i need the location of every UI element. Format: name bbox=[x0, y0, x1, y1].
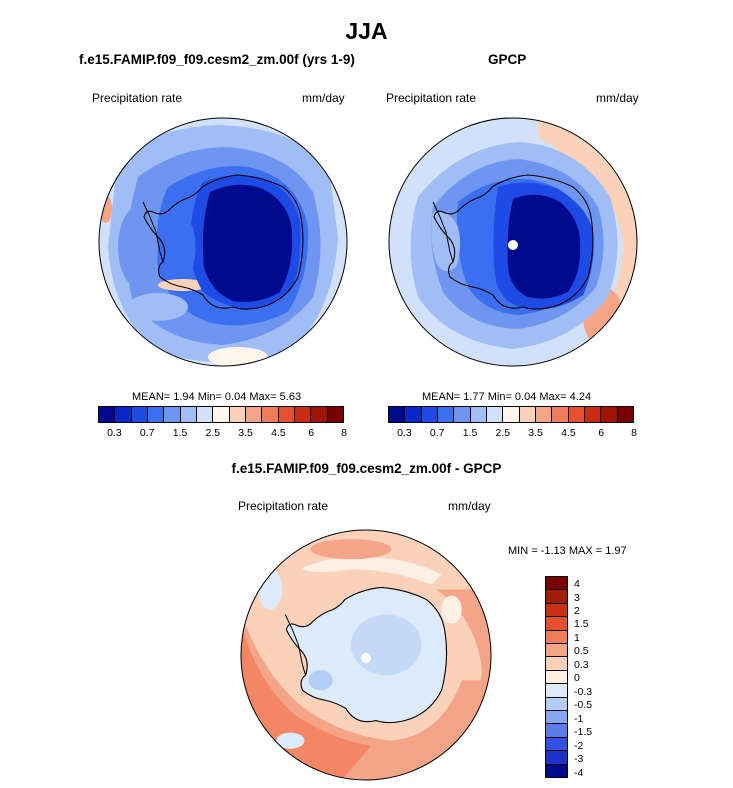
figure-title: JJA bbox=[345, 18, 388, 44]
colorbar-swatch bbox=[115, 407, 132, 422]
colorbar-swatch bbox=[454, 407, 471, 422]
colorbar-tick-label: 4.5 bbox=[271, 427, 286, 439]
colorbar-swatch bbox=[552, 407, 569, 422]
colorbar-swatch bbox=[213, 407, 230, 422]
colorbar-swatch bbox=[196, 407, 214, 422]
colorbar-tick-label: -1 bbox=[574, 712, 584, 725]
panel2-stats: MEAN= 1.77 Min= 0.04 Max= 4.24 bbox=[422, 391, 592, 403]
colorbar-swatch bbox=[503, 407, 520, 422]
colorbar-swatch bbox=[546, 630, 567, 645]
panel3-colorbar bbox=[545, 576, 568, 778]
colorbar-swatch bbox=[278, 407, 295, 422]
panel2-variable-label: Precipitation rate bbox=[386, 91, 477, 105]
colorbar-swatch bbox=[546, 617, 567, 631]
colorbar-swatch bbox=[546, 764, 567, 778]
colorbar-tick-label: 8 bbox=[341, 427, 347, 439]
panel2-title: GPCP bbox=[488, 52, 527, 67]
colorbar-tick-label: 0.5 bbox=[574, 645, 589, 658]
panel2-colorbar bbox=[388, 406, 634, 423]
panel1-title: f.e15.FAMIP.f09_f09.cesm2_zm.00f (yrs 1-… bbox=[79, 52, 355, 67]
colorbar-swatch bbox=[546, 603, 567, 618]
colorbar-swatch bbox=[546, 711, 567, 725]
colorbar-swatch bbox=[180, 407, 197, 422]
colorbar-tick-label: 0.3 bbox=[574, 658, 589, 671]
panel1-colorbar-ticks: 0.3 0.7 1.5 2.5 3.5 4.5 6 8 bbox=[98, 427, 347, 441]
colorbar-tick-label: 4.5 bbox=[561, 427, 576, 439]
colorbar-tick-label: 1.5 bbox=[574, 618, 589, 631]
panel3-variable-label: Precipitation rate bbox=[238, 499, 329, 513]
colorbar-swatch bbox=[245, 407, 263, 422]
colorbar-swatch bbox=[470, 407, 487, 422]
colorbar-swatch bbox=[546, 697, 567, 712]
colorbar-swatch bbox=[568, 407, 585, 422]
colorbar-swatch bbox=[405, 407, 422, 422]
colorbar-swatch bbox=[546, 590, 567, 604]
panel2-colorbar-ticks: 0.3 0.7 1.5 2.5 3.5 4.5 6 8 bbox=[388, 427, 637, 441]
colorbar-swatch bbox=[584, 407, 602, 422]
colorbar-swatch bbox=[389, 407, 406, 422]
colorbar-swatch bbox=[617, 407, 633, 422]
colorbar-tick-label: 0.3 bbox=[397, 427, 412, 439]
colorbar-tick-label: 3.5 bbox=[238, 427, 253, 439]
panel3-stats: MIN = -1.13 MAX = 1.97 bbox=[508, 545, 627, 557]
colorbar-swatch bbox=[327, 407, 343, 422]
colorbar-tick-label: -4 bbox=[574, 766, 584, 779]
panel3-units-label: mm/day bbox=[448, 499, 491, 513]
colorbar-swatch bbox=[421, 407, 438, 422]
colorbar-tick-label: -0.5 bbox=[574, 699, 593, 712]
panel1-colorbar bbox=[98, 406, 344, 423]
colorbar-swatch bbox=[601, 407, 618, 422]
colorbar-swatch bbox=[294, 407, 312, 422]
colorbar-tick-label: 4 bbox=[574, 578, 580, 591]
colorbar-tick-label: 1.5 bbox=[172, 427, 188, 439]
colorbar-swatch bbox=[546, 684, 567, 698]
colorbar-swatch bbox=[546, 670, 567, 685]
colorbar-tick-label: 2.5 bbox=[205, 427, 221, 439]
panel3-map bbox=[240, 529, 492, 781]
colorbar-tick-label: 0.7 bbox=[429, 427, 445, 439]
colorbar-tick-label: 3 bbox=[574, 591, 580, 604]
colorbar-tick-label: -1.5 bbox=[574, 726, 593, 739]
colorbar-swatch bbox=[486, 407, 504, 422]
colorbar-swatch bbox=[535, 407, 553, 422]
panel2-units-label: mm/day bbox=[596, 91, 639, 105]
colorbar-tick-label: 6 bbox=[598, 427, 605, 439]
colorbar-swatch bbox=[99, 407, 116, 422]
colorbar-tick-label: 0 bbox=[574, 672, 580, 685]
colorbar-tick-label: 0.7 bbox=[139, 427, 155, 439]
panel1-map bbox=[98, 117, 348, 367]
colorbar-swatch bbox=[147, 407, 165, 422]
colorbar-swatch bbox=[546, 657, 567, 671]
panel2-map bbox=[388, 117, 638, 367]
colorbar-swatch bbox=[546, 577, 567, 591]
colorbar-swatch bbox=[546, 724, 567, 738]
colorbar-tick-label: 8 bbox=[631, 427, 637, 439]
colorbar-tick-label: -0.3 bbox=[574, 685, 593, 698]
colorbar-swatch bbox=[229, 407, 246, 422]
colorbar-tick-label: 1 bbox=[574, 631, 580, 644]
panel3-colorbar-ticks: 4 3 2 1.5 1 0.5 0.3 0 -0.3 -0.5 -1 -1.5 -2 -3 -4 bbox=[574, 576, 614, 779]
colorbar-tick-label: 2.5 bbox=[495, 427, 511, 439]
colorbar-swatch bbox=[437, 407, 455, 422]
colorbar-tick-label: 2 bbox=[574, 605, 580, 617]
colorbar-tick-label: -3 bbox=[574, 753, 584, 766]
colorbar-swatch bbox=[546, 751, 567, 765]
colorbar-tick-label: 1.5 bbox=[462, 427, 478, 439]
panel3-title: f.e15.FAMIP.f09_f09.cesm2_zm.00f - GPCP bbox=[231, 461, 502, 476]
colorbar-swatch bbox=[262, 407, 279, 422]
colorbar-tick-label: 6 bbox=[308, 427, 315, 439]
colorbar-swatch bbox=[519, 407, 536, 422]
colorbar-tick-label: 3.5 bbox=[528, 427, 543, 439]
panel1-variable-label: Precipitation rate bbox=[92, 91, 183, 105]
colorbar-swatch bbox=[131, 407, 148, 422]
colorbar-swatch bbox=[546, 737, 567, 752]
colorbar-swatch bbox=[164, 407, 181, 422]
panel1-units-label: mm/day bbox=[302, 91, 345, 105]
colorbar-swatch bbox=[311, 407, 328, 422]
colorbar-tick-label: 0.3 bbox=[107, 427, 122, 439]
colorbar-tick-label: -2 bbox=[574, 739, 584, 752]
panel1-stats: MEAN= 1.94 Min= 0.04 Max= 5.63 bbox=[132, 391, 302, 403]
colorbar-swatch bbox=[546, 644, 567, 658]
